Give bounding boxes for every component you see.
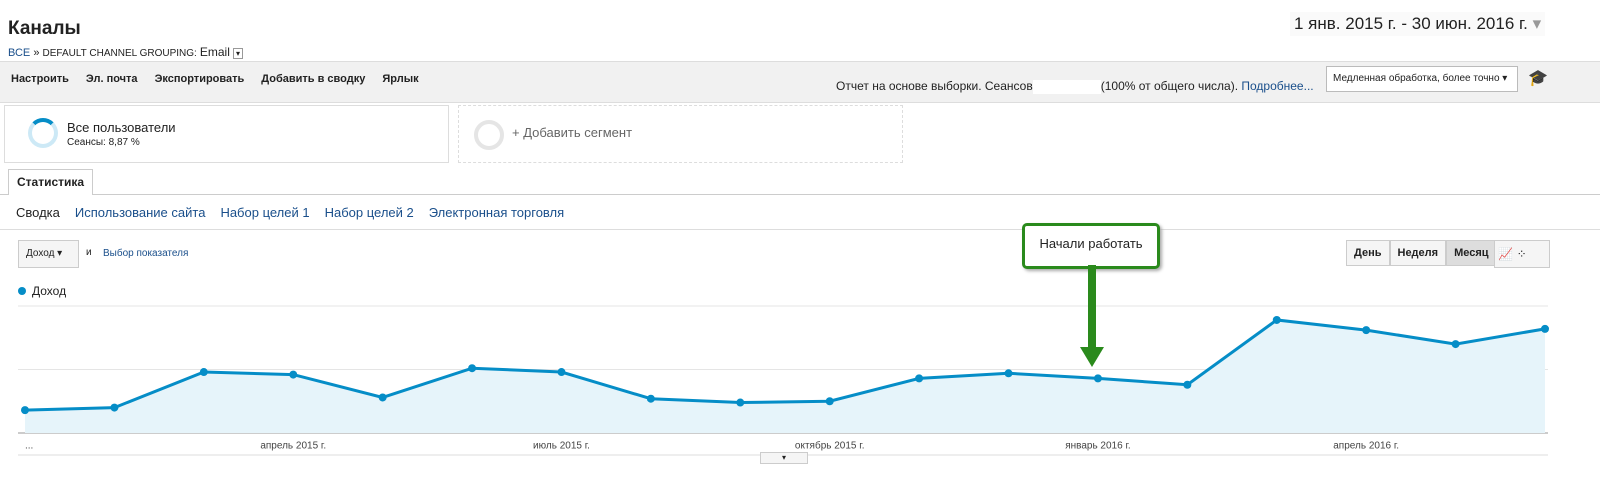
segment-icon [474,120,504,150]
add-segment-text: + Добавить сегмент [512,125,633,140]
date-range[interactable]: 1 янв. 2015 г. - 30 июн. 2016 г. ▾ [1290,12,1546,36]
toolbar-items: Настроить Эл. почта Экспортировать Добавить… [11,73,436,85]
point [110,403,119,412]
x-tick-label: октябрь 2015 г. [795,440,865,452]
icon[interactable]: 🎓 [1528,70,1548,87]
subtabs: Сводка Использование сайта Набор целей 1 На… [16,205,579,220]
line [24,318,1546,412]
x-tick-label: апрель 2016 г. [1333,441,1399,452]
crumb: DEFAULT CHANNEL GROUPING: [42,48,197,59]
choose-metric[interactable]: Выбор показателя [103,248,189,259]
chart-type[interactable]: 📈 ⁘ [1494,240,1550,268]
collapse[interactable]: ▾ [760,452,808,464]
chart: ... апрель 2015 г. июль 2015 г. октябрь 201… [18,305,1549,456]
toolbar-item[interactable]: Экспортировать [154,73,245,85]
point [21,406,29,415]
segment-icon [28,118,58,148]
point [1362,326,1371,335]
period-button[interactable]: День [1346,240,1390,266]
x-tick-label: июль 2015 г. [533,441,590,452]
x-tick-label: январь 2016 г. [1065,441,1130,452]
legend-swatch [18,287,26,295]
segment-name: Все пользователи [67,120,176,135]
divider [0,194,1600,195]
point [557,368,566,377]
metric-select[interactable]: Доход ▾ [18,240,79,268]
breadcrumb: ВСЕ » DEFAULT CHANNEL GROUPING: Email ▾ [8,45,243,59]
period-button[interactable]: Месяц [1446,240,1497,266]
annotation-arrow [1080,265,1104,367]
point [1093,374,1102,383]
sampling: Отчет на основе выборки. Сеансов (100% от… [836,79,1314,94]
point [1272,315,1281,324]
point [199,368,208,377]
point [915,374,924,383]
subtab[interactable]: Набор целей 2 [324,205,414,220]
and: и [86,247,92,258]
legend-label: Доход [32,284,67,298]
subtab[interactable]: Использование сайта [74,205,206,220]
segment[interactable] [4,105,449,163]
crumb[interactable]: ВСЕ [8,47,31,59]
point [1451,340,1460,349]
title: Каналы [8,18,81,39]
point [736,398,745,407]
more-link[interactable]: Подробнее... [1241,79,1314,93]
point [1541,324,1549,333]
toolbar-item[interactable]: Эл. почта [85,73,138,85]
add-segment[interactable] [458,105,903,163]
divider [0,229,1600,230]
date-text: 1 янв. 2015 г. - 30 июн. 2016 г. [1294,14,1528,33]
tab[interactable]: Статистика [8,169,94,195]
sampling-text: Отчет на основе выборки. Сеансов [836,79,1033,93]
x-tick-label: апрель 2015 г. [260,441,326,452]
mode-text: Медленная обработка, более точно [1333,73,1500,84]
metric-text: Доход [26,248,55,259]
periods: День Неделя Месяц [1346,240,1497,266]
legend: Доход [18,284,66,298]
sampling-share: (100% от общего числа). [1100,79,1239,93]
period-button[interactable]: Неделя [1389,240,1447,266]
point [378,393,387,402]
area [25,319,1545,433]
crumb: Email [199,45,230,59]
mode-select[interactable]: Медленная обработка, более точно ▾ [1326,66,1518,92]
subtab[interactable]: Сводка [16,205,60,220]
toolbar-item[interactable]: Добавить в сводку [261,73,366,85]
point [646,394,655,403]
x-tick-label: ... [25,441,33,452]
subtab[interactable]: Электронная торговля [428,205,565,220]
toolbar-item[interactable]: Ярлык [382,73,419,85]
point [825,397,834,406]
subtab[interactable]: Набор целей 1 [220,205,310,220]
toolbar-item[interactable]: Настроить [11,73,69,85]
point [1183,380,1192,389]
sep: » [33,47,40,59]
point [289,370,298,379]
annotation: Начали работать [1022,223,1160,269]
point [468,364,477,373]
dropdown[interactable]: ▾ [232,48,243,59]
point [1004,369,1013,378]
segment-detail: Сеансы: 8,87 % [67,137,140,148]
